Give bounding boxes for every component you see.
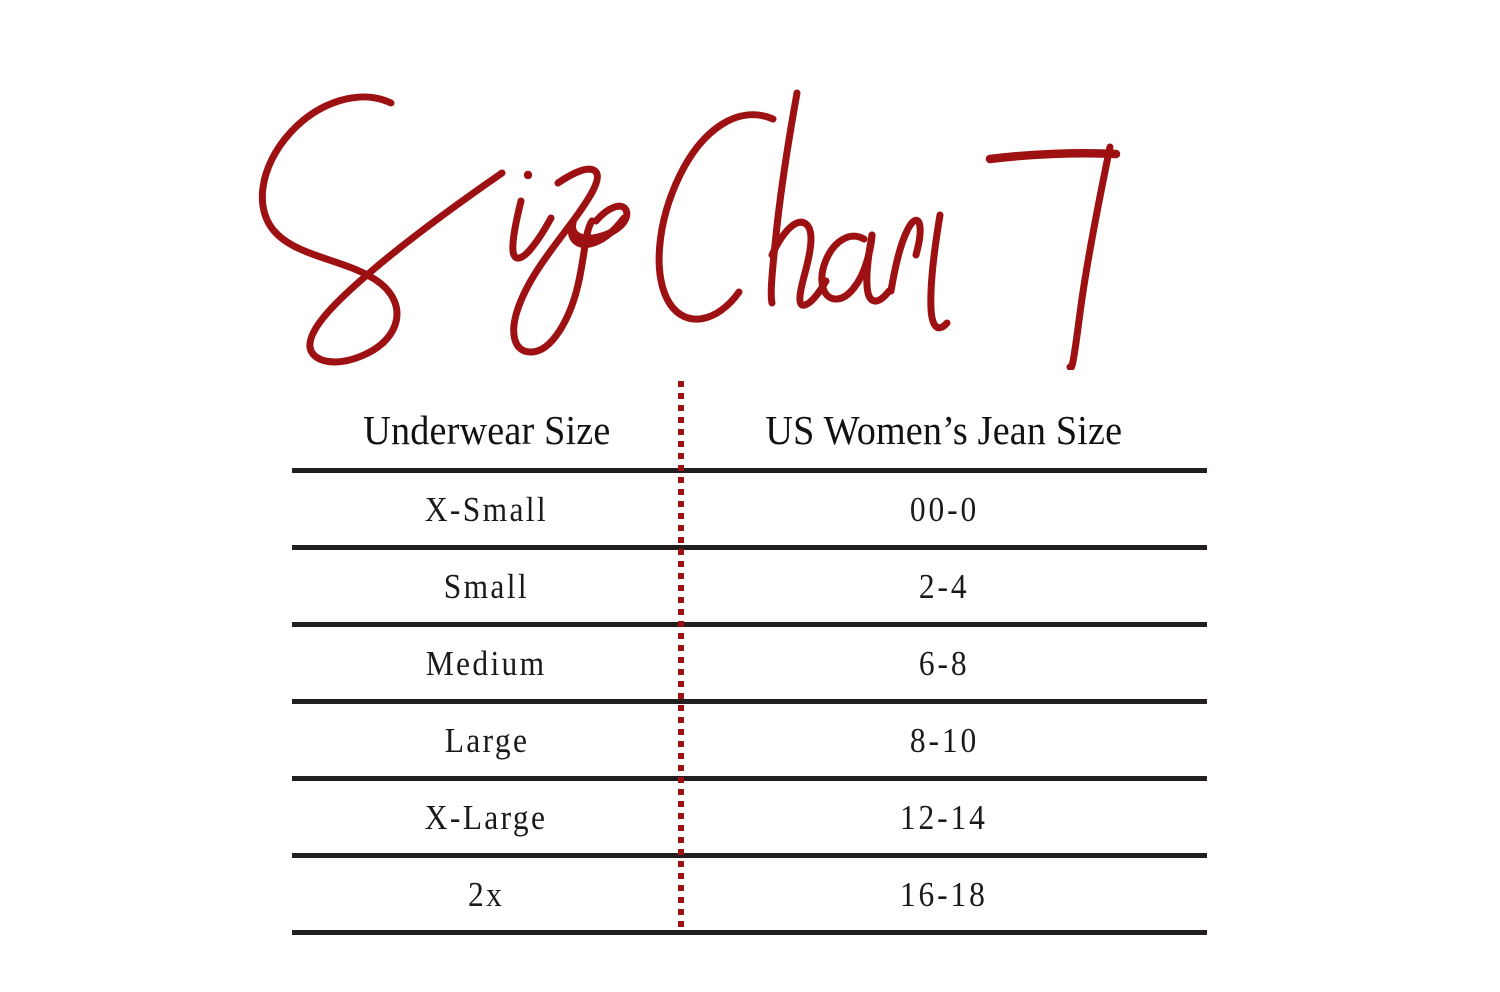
size-label: Medium: [426, 643, 547, 683]
table-row: X-Small 00-0: [292, 473, 1207, 545]
column-header-label: US Women’s Jean Size: [765, 406, 1123, 453]
table-cell-jean: 12-14: [681, 781, 1207, 853]
table-cell-size: Large: [292, 704, 681, 776]
table-header-cell-underwear-size: Underwear Size: [292, 392, 681, 468]
jean-label: 8-10: [909, 720, 979, 760]
jean-label: 2-4: [918, 566, 970, 606]
size-chart-table: Underwear Size US Women’s Jean Size X-Sm…: [292, 392, 1207, 935]
table-row: 2x 16-18: [292, 858, 1207, 930]
column-header-label: Underwear Size: [362, 406, 611, 453]
table-row: Large 8-10: [292, 704, 1207, 776]
table-cell-size: Medium: [292, 627, 681, 699]
table-cell-jean: 16-18: [681, 858, 1207, 930]
table-cell-jean: 2-4: [681, 550, 1207, 622]
jean-label: 12-14: [900, 797, 988, 837]
jean-label: 00-0: [909, 489, 979, 529]
table-cell-jean: 00-0: [681, 473, 1207, 545]
table-rule: [292, 853, 1207, 858]
table-rule: [292, 699, 1207, 704]
size-label: Small: [443, 566, 530, 606]
table-cell-size: X-Small: [292, 473, 681, 545]
page-title: Size Chart: [240, 55, 1140, 370]
table-cell-size: 2x: [292, 858, 681, 930]
vertical-dotted-divider: [678, 381, 684, 933]
table-rule: [292, 622, 1207, 627]
table-cell-size: X-Large: [292, 781, 681, 853]
size-label: Large: [444, 720, 529, 760]
table-cell-jean: 6-8: [681, 627, 1207, 699]
table-cell-size: Small: [292, 550, 681, 622]
size-label: X-Large: [425, 797, 548, 837]
size-label: 2x: [468, 874, 505, 914]
table-row: Medium 6-8: [292, 627, 1207, 699]
table-header-cell-jean-size: US Women’s Jean Size: [681, 392, 1207, 468]
table-header-row: Underwear Size US Women’s Jean Size: [292, 392, 1207, 468]
table-rule: [292, 930, 1207, 935]
table-cell-jean: 8-10: [681, 704, 1207, 776]
table-rule: [292, 776, 1207, 781]
table-row: X-Large 12-14: [292, 781, 1207, 853]
table-rule: [292, 468, 1207, 473]
table-rule: [292, 545, 1207, 550]
size-chart-script-title-icon: [258, 89, 1121, 370]
table-row: Small 2-4: [292, 550, 1207, 622]
jean-label: 6-8: [918, 643, 970, 683]
size-label: X-Small: [424, 489, 549, 529]
jean-label: 16-18: [900, 874, 988, 914]
